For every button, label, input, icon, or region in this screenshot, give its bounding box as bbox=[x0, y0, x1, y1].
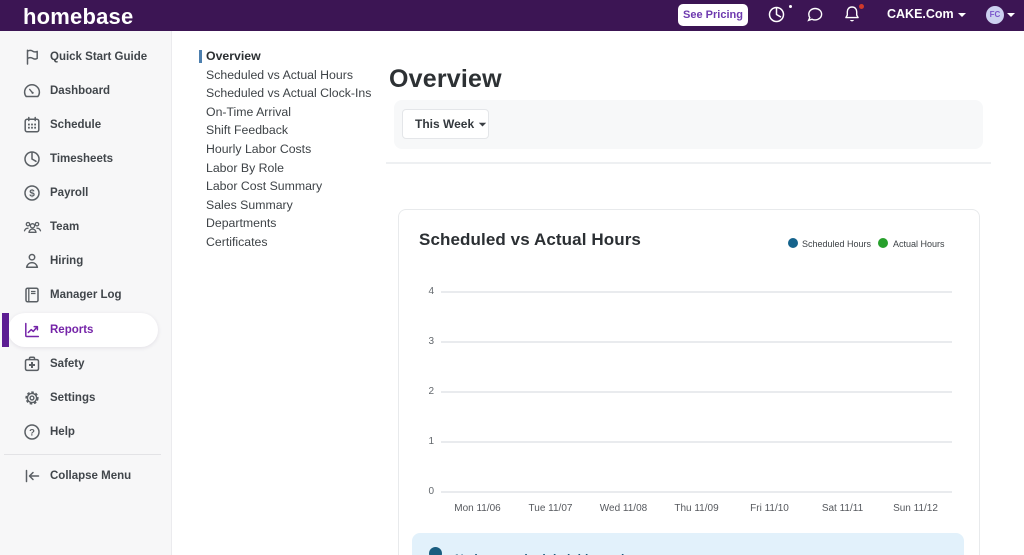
svg-text:$: $ bbox=[29, 188, 35, 199]
svg-text:?: ? bbox=[29, 428, 35, 439]
